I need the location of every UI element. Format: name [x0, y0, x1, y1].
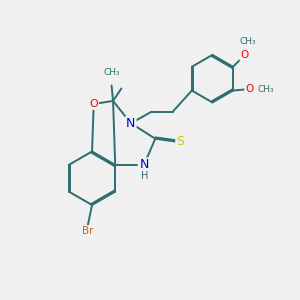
Text: H: H [141, 171, 148, 181]
Text: CH₃: CH₃ [103, 68, 120, 76]
Text: O: O [89, 99, 98, 109]
Text: O: O [240, 50, 248, 60]
Text: O: O [245, 84, 254, 94]
Text: N: N [126, 117, 136, 130]
Text: CH₃: CH₃ [257, 85, 274, 94]
Text: CH₃: CH₃ [240, 37, 256, 46]
Text: S: S [176, 135, 184, 148]
Text: N: N [139, 158, 149, 171]
Text: Br: Br [82, 226, 93, 236]
